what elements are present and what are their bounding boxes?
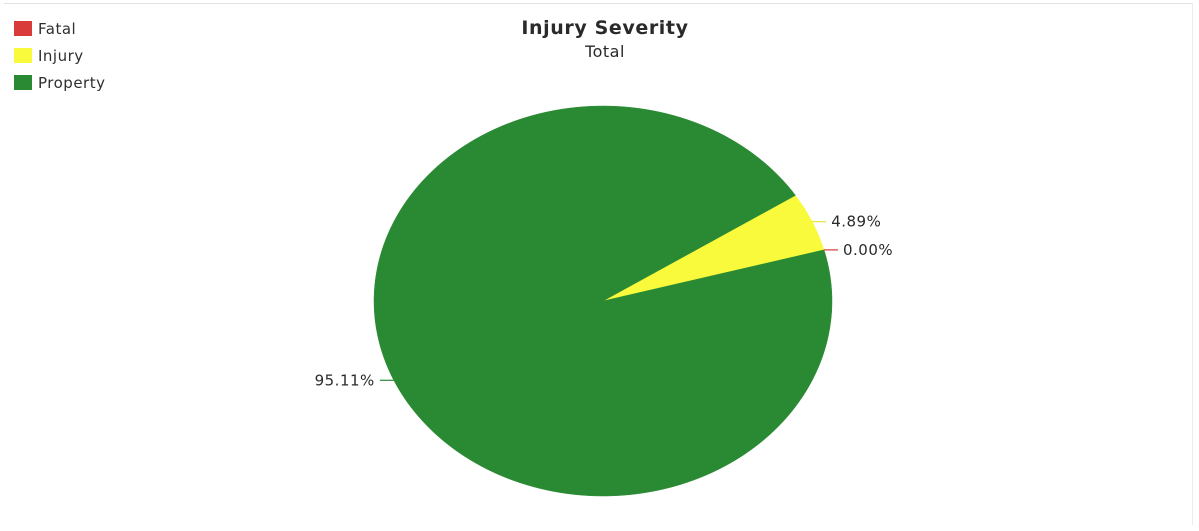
legend-item-injury[interactable]: Injury <box>14 42 105 69</box>
legend-swatch-fatal <box>14 21 32 36</box>
legend-swatch-property <box>14 75 32 90</box>
data-label-property: 95.11% <box>315 371 375 389</box>
legend-label-injury: Injury <box>38 46 84 65</box>
legend: Fatal Injury Property <box>14 15 105 96</box>
chart-subtitle: Total <box>585 42 625 61</box>
legend-label-property: Property <box>38 73 106 92</box>
legend-item-property[interactable]: Property <box>14 69 105 96</box>
legend-swatch-injury <box>14 48 32 63</box>
data-label-injury: 4.89% <box>831 213 881 231</box>
chart-frame <box>4 3 1193 525</box>
legend-item-fatal[interactable]: Fatal <box>14 15 105 42</box>
pie-slice-property[interactable] <box>373 105 833 497</box>
data-label-fatal: 0.00% <box>843 241 893 259</box>
chart-title: Injury Severity <box>521 17 689 39</box>
legend-label-fatal: Fatal <box>38 19 77 38</box>
